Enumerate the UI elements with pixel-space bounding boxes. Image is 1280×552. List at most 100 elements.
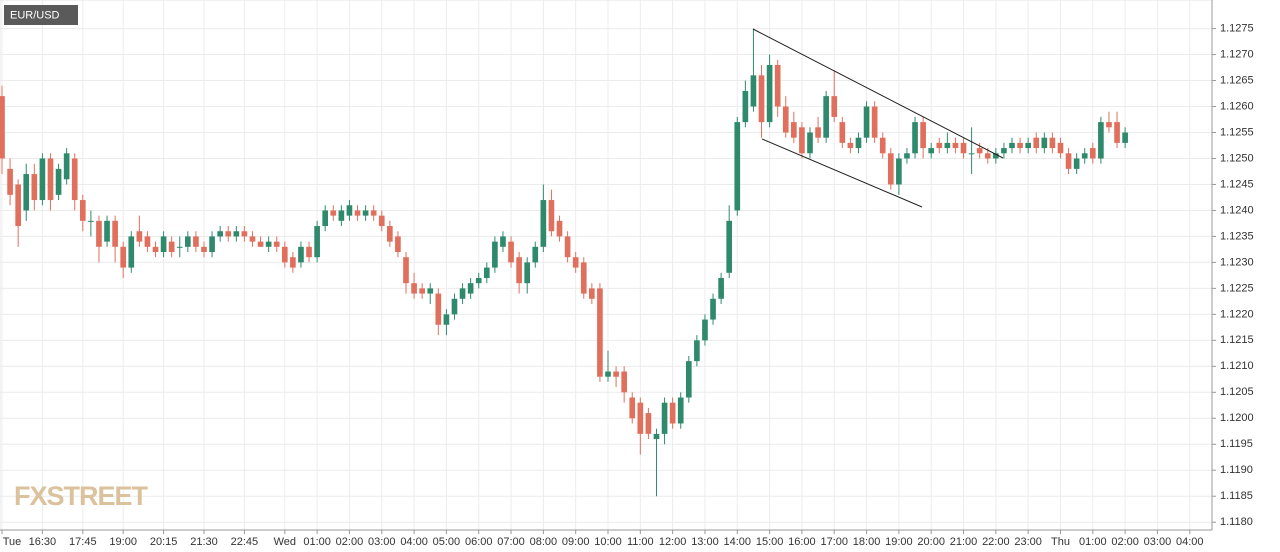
candle-body	[322, 210, 329, 227]
y-tick-label: 1.1180	[1220, 516, 1253, 528]
candle-body	[193, 236, 199, 247]
x-tick-label: 02:00	[1111, 536, 1139, 548]
candle-body	[976, 148, 983, 154]
x-tick-label: 17:45	[69, 536, 97, 548]
candle-body	[1049, 137, 1056, 149]
plot-area	[0, 0, 1213, 531]
candle-body	[580, 262, 587, 294]
candle-body	[370, 210, 377, 216]
candle-body	[734, 122, 741, 211]
candle-body	[31, 174, 38, 201]
x-tick-label: Wed	[274, 536, 296, 548]
candle-body	[1098, 122, 1104, 159]
x-tick-label: 04:00	[1176, 536, 1204, 548]
candle-body	[403, 257, 409, 284]
candle-body	[273, 241, 280, 247]
y-tick-label: 1.1275	[1220, 22, 1254, 34]
candle-body	[1009, 142, 1015, 149]
candle-body	[920, 122, 926, 149]
y-tick-label: 1.1210	[1220, 360, 1254, 372]
candle-body	[629, 397, 636, 419]
candle-body	[443, 314, 450, 325]
x-tick-label: Thu	[1051, 536, 1070, 548]
candles	[0, 28, 1128, 497]
candle-body	[726, 220, 733, 273]
candle-body	[669, 402, 676, 424]
y-tick-label: 1.1215	[1220, 334, 1254, 346]
candle-body	[508, 241, 514, 263]
candle-body	[847, 142, 854, 149]
x-tick-label: 14:00	[724, 536, 752, 548]
candle-body	[71, 158, 78, 201]
candle-body	[661, 402, 668, 434]
x-tick-label: 12:00	[659, 536, 687, 548]
candle-body	[500, 236, 506, 247]
candle-body	[467, 283, 474, 294]
y-tick-label: 1.1195	[1220, 438, 1253, 450]
candle-body	[742, 90, 749, 123]
candle-body	[1106, 122, 1112, 128]
candle-body	[896, 158, 902, 185]
candle-body	[1089, 148, 1096, 159]
candle-body	[459, 288, 466, 299]
y-tick-label: 1.1245	[1220, 178, 1254, 190]
candle-body	[1073, 158, 1080, 169]
candle-body	[645, 413, 652, 434]
y-tick-label: 1.1240	[1220, 204, 1254, 216]
candle-body	[387, 226, 393, 242]
y-tick-label: 1.1200	[1220, 412, 1254, 424]
candle-body	[47, 158, 54, 201]
candle-body	[904, 153, 910, 159]
candle-body	[483, 267, 490, 278]
y-tick-label: 1.1230	[1220, 256, 1254, 268]
candle-body	[435, 293, 442, 325]
candle-body	[411, 283, 417, 294]
x-tick-label: 09:00	[562, 536, 590, 548]
candle-body	[0, 96, 5, 159]
candle-body	[63, 153, 70, 180]
y-tick-label: 1.1255	[1220, 126, 1254, 138]
candle-body	[968, 153, 975, 155]
x-tick-label: 19:00	[885, 536, 913, 548]
chart-title: EUR/USD	[10, 9, 60, 21]
candle-body	[104, 220, 110, 242]
candle-body	[944, 142, 951, 149]
candle-body	[831, 96, 838, 117]
candle-body	[694, 340, 700, 362]
candle-body	[314, 226, 320, 258]
candle-body	[1065, 153, 1072, 169]
x-tick-label: 15:00	[756, 536, 784, 548]
candle-body	[799, 127, 805, 154]
candle-body	[176, 246, 183, 248]
candle-body	[96, 220, 102, 247]
x-tick-label: 11:00	[627, 536, 654, 548]
candle-body	[1057, 142, 1064, 154]
candle-body	[871, 106, 878, 138]
axis-labels: 1.1180 1.1185 1.1190 1.1195 1.1200 1.1205 1.12…	[1, 22, 1254, 548]
candle-body	[152, 246, 159, 253]
candle-body	[613, 371, 619, 377]
candle-body	[984, 153, 991, 159]
candle-body	[492, 241, 498, 268]
candle-body	[23, 174, 30, 211]
candle-body	[702, 319, 708, 341]
candle-body	[887, 153, 894, 185]
candle-body	[548, 200, 555, 232]
candle-body	[653, 433, 660, 440]
candle-body	[1041, 137, 1048, 149]
x-tick-label: 22:45	[231, 536, 259, 548]
candle-body	[15, 184, 21, 227]
candle-body	[225, 231, 232, 237]
candle-body	[55, 168, 62, 195]
candle-body	[807, 132, 813, 154]
x-tick-label: 01:00	[1079, 536, 1107, 548]
y-tick-label: 1.1205	[1220, 386, 1254, 398]
x-tick-label: 17:00	[820, 536, 848, 548]
candle-body	[605, 371, 611, 377]
candle-body	[952, 142, 959, 149]
candle-body	[1114, 122, 1120, 143]
y-tick-label: 1.1260	[1220, 100, 1254, 112]
candle-body	[144, 236, 151, 247]
x-tick-label: 06:00	[465, 536, 493, 548]
